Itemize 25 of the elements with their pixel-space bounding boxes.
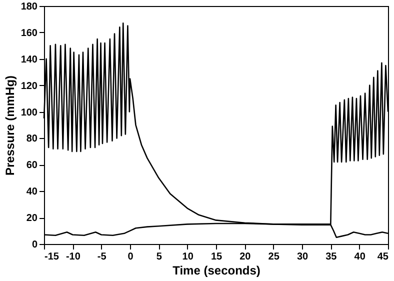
y-tick-label: 100 — [20, 107, 38, 118]
x-tick-label: -15 — [44, 252, 60, 262]
x-tick-label: 10 — [182, 252, 194, 262]
x-tick-label: -5 — [97, 252, 107, 262]
y-tick-label: 140 — [20, 54, 38, 66]
y-tick-label: 160 — [20, 28, 38, 39]
x-tick-label: 35 — [326, 252, 338, 262]
x-tick-label: 20 — [240, 252, 252, 262]
x-tick-label: 45 — [377, 252, 389, 262]
x-tick-label: 40 — [354, 252, 366, 262]
x-tick-label: 5 — [156, 252, 162, 262]
y-tick-label: 180 — [20, 2, 38, 12]
x-tick-label: 30 — [296, 252, 308, 262]
y-axis-title: Pressure (mmHg) — [2, 75, 17, 176]
y-tick-label: 20 — [26, 213, 38, 224]
x-tick-label: 15 — [210, 252, 222, 262]
x-axis-title: Time (seconds) — [172, 264, 260, 278]
y-tick-label: 80 — [26, 134, 38, 145]
x-tick-label: 0 — [128, 252, 134, 262]
x-tick-label: 25 — [268, 252, 280, 262]
x-tick-label: -10 — [66, 252, 81, 262]
y-tick-label: 60 — [26, 160, 38, 172]
y-tick-label: 120 — [20, 80, 38, 92]
y-tick-label: 0 — [32, 240, 38, 250]
y-tick-label: 40 — [26, 186, 38, 198]
